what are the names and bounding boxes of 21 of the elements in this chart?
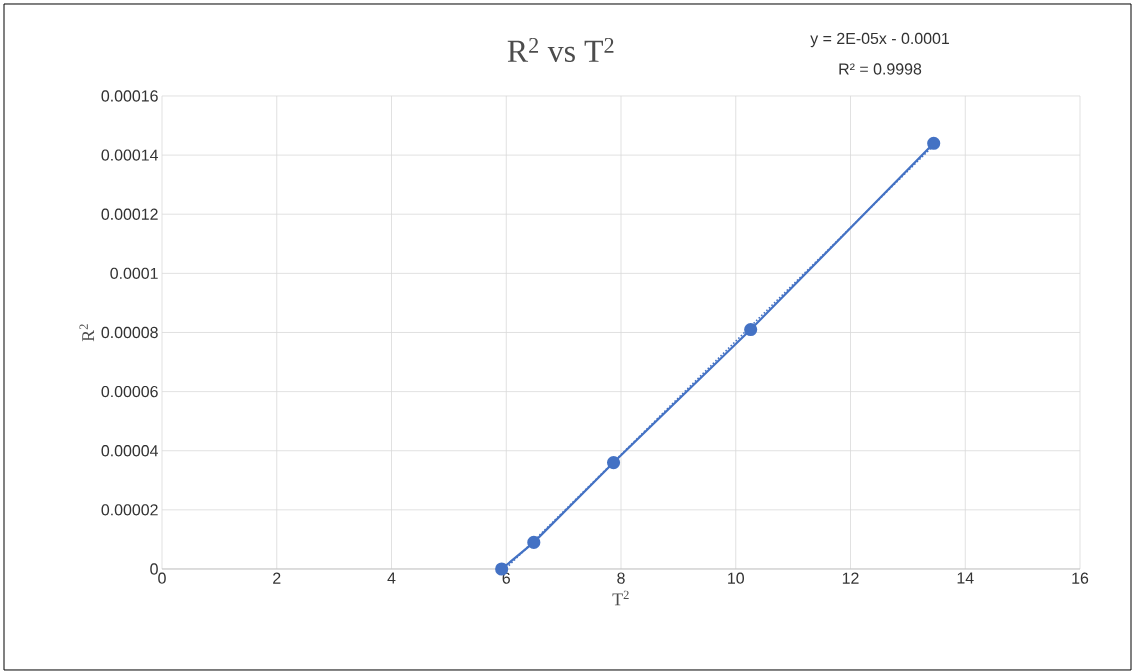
y-tick-label: 0.00008: [101, 326, 158, 339]
y-tick-label: 0.00014: [101, 149, 159, 161]
text: y = 2E-05x - 0.0001: [810, 32, 949, 48]
x-tick-label: 10: [728, 572, 744, 584]
y-tick-label: 0.00016: [101, 90, 158, 102]
x-tick-label: 16: [1072, 572, 1089, 584]
y-tick-label: 0: [150, 563, 158, 575]
y-tick-label: 0.00004: [101, 445, 159, 457]
chart-title: R$^{2}$ vs T$^{2}$: [507, 37, 614, 63]
x-tick-label: 8: [617, 572, 625, 584]
y-tick-label: 0.0001: [110, 267, 158, 279]
x-axis-title: T$^{2}$: [612, 590, 629, 606]
x-tick-label: 2: [273, 572, 281, 584]
y-tick-label: 0.00002: [101, 504, 158, 516]
y-tick-label: 0.00006: [101, 385, 158, 398]
x-tick-label: 14: [957, 572, 974, 584]
x-tick-label: 4: [387, 572, 396, 584]
y-axis-title: R$^{2}$: [79, 324, 95, 342]
x-tick-label: 12: [842, 572, 859, 584]
text: R² = 0.9998: [839, 63, 922, 75]
y-tick-label: 0.00012: [101, 208, 158, 220]
